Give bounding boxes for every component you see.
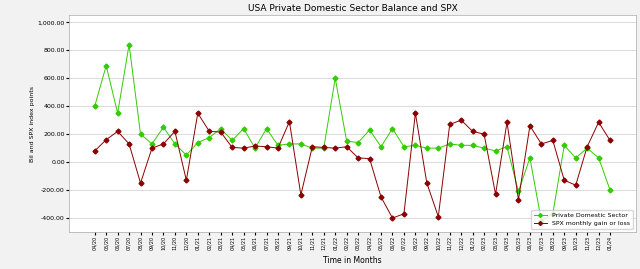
SPX monthly gain or loss: [205, 130, 213, 133]
SPX monthly gain or loss: [240, 147, 248, 150]
SPX monthly gain or loss: [194, 112, 202, 115]
SPX monthly gain or loss: [343, 145, 351, 148]
SPX monthly gain or loss: [423, 182, 431, 185]
Private Domestic Sector: [159, 126, 167, 129]
SPX monthly gain or loss: [252, 144, 259, 148]
SPX monthly gain or loss: [469, 130, 477, 133]
SPX monthly gain or loss: [538, 142, 545, 146]
Private Domestic Sector: [583, 147, 591, 150]
SPX monthly gain or loss: [91, 149, 99, 153]
SPX monthly gain or loss: [503, 121, 511, 124]
Private Domestic Sector: [595, 156, 602, 160]
Private Domestic Sector: [515, 190, 522, 193]
SPX monthly gain or loss: [595, 121, 602, 124]
SPX monthly gain or loss: [262, 145, 270, 148]
Private Domestic Sector: [538, 219, 545, 222]
SPX monthly gain or loss: [274, 147, 282, 150]
Line: Private Domestic Sector: Private Domestic Sector: [93, 43, 612, 222]
Private Domestic Sector: [446, 142, 454, 146]
Private Domestic Sector: [228, 139, 236, 142]
SPX monthly gain or loss: [171, 130, 179, 133]
Private Domestic Sector: [148, 142, 156, 146]
SPX monthly gain or loss: [606, 139, 614, 142]
Private Domestic Sector: [423, 147, 431, 150]
Legend: Private Domestic Sector, SPX monthly gain or loss: Private Domestic Sector, SPX monthly gai…: [531, 210, 633, 229]
SPX monthly gain or loss: [515, 198, 522, 201]
SPX monthly gain or loss: [388, 216, 396, 220]
SPX monthly gain or loss: [285, 120, 293, 123]
Private Domestic Sector: [458, 144, 465, 147]
Private Domestic Sector: [217, 127, 225, 130]
Private Domestic Sector: [469, 144, 477, 147]
Line: SPX monthly gain or loss: SPX monthly gain or loss: [93, 111, 612, 220]
Private Domestic Sector: [114, 112, 122, 115]
Private Domestic Sector: [435, 147, 442, 150]
SPX monthly gain or loss: [114, 130, 122, 133]
Private Domestic Sector: [182, 154, 190, 157]
Private Domestic Sector: [308, 147, 316, 150]
Private Domestic Sector: [388, 127, 396, 130]
Private Domestic Sector: [137, 133, 145, 136]
Private Domestic Sector: [412, 144, 419, 147]
Private Domestic Sector: [480, 147, 488, 150]
Private Domestic Sector: [274, 144, 282, 147]
Y-axis label: Bil and SPX index points: Bil and SPX index points: [30, 86, 35, 162]
Private Domestic Sector: [297, 142, 305, 146]
SPX monthly gain or loss: [355, 156, 362, 160]
SPX monthly gain or loss: [549, 139, 557, 142]
Private Domestic Sector: [194, 141, 202, 144]
SPX monthly gain or loss: [320, 146, 328, 149]
Title: USA Private Domestic Sector Balance and SPX: USA Private Domestic Sector Balance and …: [248, 4, 457, 13]
Private Domestic Sector: [549, 212, 557, 215]
Private Domestic Sector: [355, 141, 362, 144]
Private Domestic Sector: [320, 147, 328, 150]
SPX monthly gain or loss: [182, 179, 190, 182]
SPX monthly gain or loss: [480, 133, 488, 136]
SPX monthly gain or loss: [377, 195, 385, 199]
SPX monthly gain or loss: [125, 142, 133, 146]
Private Domestic Sector: [171, 142, 179, 146]
Private Domestic Sector: [343, 140, 351, 143]
SPX monthly gain or loss: [583, 145, 591, 148]
SPX monthly gain or loss: [526, 124, 534, 127]
SPX monthly gain or loss: [561, 179, 568, 182]
Private Domestic Sector: [365, 128, 373, 132]
Private Domestic Sector: [262, 127, 270, 130]
X-axis label: Time in Months: Time in Months: [323, 256, 381, 265]
SPX monthly gain or loss: [228, 146, 236, 149]
Private Domestic Sector: [492, 149, 499, 153]
SPX monthly gain or loss: [308, 145, 316, 148]
SPX monthly gain or loss: [365, 157, 373, 160]
SPX monthly gain or loss: [137, 182, 145, 185]
Private Domestic Sector: [332, 77, 339, 80]
SPX monthly gain or loss: [492, 193, 499, 196]
Private Domestic Sector: [526, 156, 534, 160]
SPX monthly gain or loss: [297, 193, 305, 197]
Private Domestic Sector: [91, 105, 99, 108]
Private Domestic Sector: [240, 127, 248, 130]
Private Domestic Sector: [561, 144, 568, 147]
Private Domestic Sector: [205, 136, 213, 139]
SPX monthly gain or loss: [412, 112, 419, 115]
SPX monthly gain or loss: [159, 142, 167, 146]
Private Domestic Sector: [606, 189, 614, 192]
SPX monthly gain or loss: [435, 215, 442, 218]
Private Domestic Sector: [252, 147, 259, 150]
Private Domestic Sector: [503, 145, 511, 148]
Private Domestic Sector: [572, 156, 580, 160]
SPX monthly gain or loss: [148, 147, 156, 150]
SPX monthly gain or loss: [458, 119, 465, 122]
Private Domestic Sector: [102, 64, 110, 67]
SPX monthly gain or loss: [400, 212, 408, 215]
SPX monthly gain or loss: [102, 138, 110, 141]
Private Domestic Sector: [377, 145, 385, 148]
SPX monthly gain or loss: [217, 130, 225, 134]
Private Domestic Sector: [285, 142, 293, 146]
SPX monthly gain or loss: [446, 123, 454, 126]
Private Domestic Sector: [400, 145, 408, 148]
SPX monthly gain or loss: [332, 147, 339, 150]
Private Domestic Sector: [125, 43, 133, 46]
SPX monthly gain or loss: [572, 183, 580, 187]
